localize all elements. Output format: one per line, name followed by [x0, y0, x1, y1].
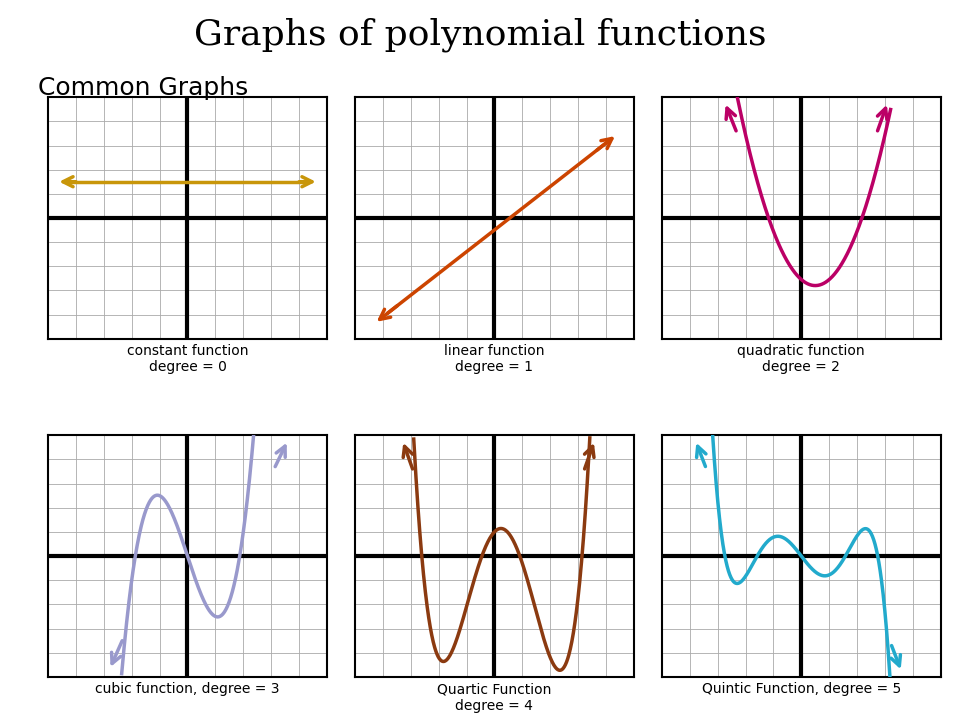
- X-axis label: Quartic Function
degree = 4: Quartic Function degree = 4: [437, 683, 552, 713]
- X-axis label: cubic function, degree = 3: cubic function, degree = 3: [95, 683, 279, 696]
- X-axis label: Quintic Function, degree = 5: Quintic Function, degree = 5: [702, 683, 900, 696]
- X-axis label: quadratic function
degree = 2: quadratic function degree = 2: [737, 344, 865, 374]
- X-axis label: linear function
degree = 1: linear function degree = 1: [444, 344, 544, 374]
- Text: Common Graphs: Common Graphs: [38, 76, 249, 99]
- Text: Graphs of polynomial functions: Graphs of polynomial functions: [194, 18, 766, 53]
- X-axis label: constant function
degree = 0: constant function degree = 0: [127, 344, 249, 374]
